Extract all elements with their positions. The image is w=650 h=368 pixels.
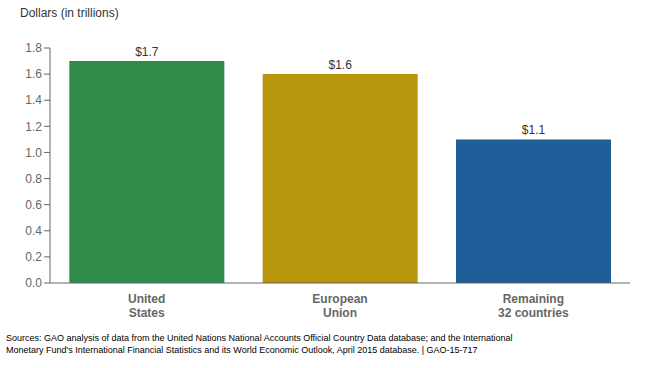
html-text:Dollars (in trillions): Dollars (in trillions): [20, 6, 119, 20]
svg-text:1.6: 1.6: [25, 67, 42, 81]
svg-text:0.2: 0.2: [25, 250, 42, 264]
svg-text:Remaining32 countries: Remaining32 countries: [498, 292, 569, 320]
svg-text:1.2: 1.2: [25, 120, 42, 134]
svg-text:0.8: 0.8: [25, 172, 42, 186]
svg-text:EuropeanUnion: EuropeanUnion: [312, 292, 367, 320]
svg-text:0.6: 0.6: [25, 198, 42, 212]
svg-text:0.0: 0.0: [25, 276, 42, 290]
svg-text:1.0: 1.0: [25, 146, 42, 160]
svg-text:$1.1: $1.1: [522, 123, 546, 137]
html-text:Sources: GAO analysis of data: Sources: GAO analysis of data from the U…: [6, 333, 513, 355]
svg-text:0.4: 0.4: [25, 224, 42, 238]
svg-text:UnitedStates: UnitedStates: [128, 292, 165, 320]
svg-text:1.8: 1.8: [25, 41, 42, 55]
svg-text:1.4: 1.4: [25, 93, 42, 107]
svg-text:$1.7: $1.7: [135, 45, 159, 59]
svg-text:$1.6: $1.6: [328, 58, 352, 72]
